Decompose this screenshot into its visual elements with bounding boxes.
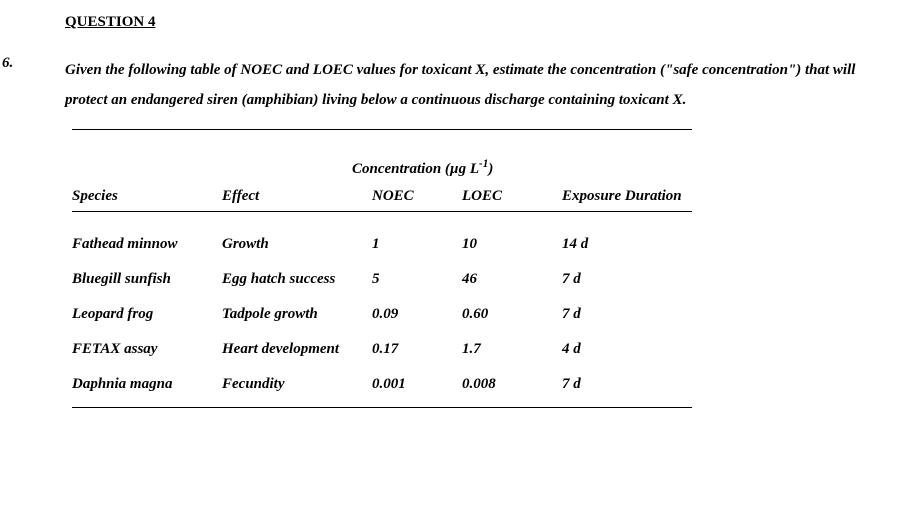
concentration-header: Concentration (µg L-1) [352, 158, 692, 178]
table-rule-bottom [72, 407, 692, 408]
item-row: 6. Given the following table of NOEC and… [0, 55, 886, 115]
data-table: Concentration (µg L-1) Species Effect NO… [72, 129, 692, 408]
cell-loec: 10 [462, 236, 562, 253]
table-rule-top [72, 129, 692, 130]
col-noec: NOEC [372, 188, 462, 205]
cell-noec: 1 [372, 236, 462, 253]
question-label: QUESTION 4 [65, 14, 886, 31]
table-body: Fathead minnow Growth 1 10 14 d Bluegill… [72, 236, 692, 393]
cell-species: Leopard frog [72, 306, 222, 323]
cell-effect: Heart development [222, 341, 372, 358]
cell-species: Fathead minnow [72, 236, 222, 253]
cell-loec: 46 [462, 271, 562, 288]
table-row: Bluegill sunfish Egg hatch success 5 46 … [72, 271, 692, 288]
cell-loec: 0.60 [462, 306, 562, 323]
cell-noec: 0.17 [372, 341, 462, 358]
cell-noec: 0.001 [372, 376, 462, 393]
table-row: Daphnia magna Fecundity 0.001 0.008 7 d [72, 376, 692, 393]
cell-duration: 4 d [562, 341, 692, 358]
cell-noec: 5 [372, 271, 462, 288]
cell-species: FETAX assay [72, 341, 222, 358]
table-row: Leopard frog Tadpole growth 0.09 0.60 7 … [72, 306, 692, 323]
page: QUESTION 4 6. Given the following table … [0, 0, 906, 418]
col-loec: LOEC [462, 188, 562, 205]
cell-species: Bluegill sunfish [72, 271, 222, 288]
cell-duration: 7 d [562, 376, 692, 393]
col-effect: Effect [222, 188, 372, 205]
cell-effect: Egg hatch success [222, 271, 372, 288]
cell-effect: Growth [222, 236, 372, 253]
cell-duration: 14 d [562, 236, 692, 253]
conc-header-prefix: Concentration (µg L [352, 161, 479, 177]
cell-effect: Tadpole growth [222, 306, 372, 323]
question-prompt: Given the following table of NOEC and LO… [30, 55, 865, 115]
cell-loec: 0.008 [462, 376, 562, 393]
conc-header-suffix: ) [488, 161, 493, 177]
conc-header-exp: -1 [479, 158, 488, 170]
table-rule-mid [72, 211, 692, 212]
table-header-row: Species Effect NOEC LOEC Exposure Durati… [72, 188, 692, 205]
table-row: Fathead minnow Growth 1 10 14 d [72, 236, 692, 253]
cell-duration: 7 d [562, 271, 692, 288]
cell-effect: Fecundity [222, 376, 372, 393]
item-number: 6. [0, 55, 30, 115]
cell-noec: 0.09 [372, 306, 462, 323]
cell-species: Daphnia magna [72, 376, 222, 393]
table-row: FETAX assay Heart development 0.17 1.7 4… [72, 341, 692, 358]
col-species: Species [72, 188, 222, 205]
col-duration: Exposure Duration [562, 188, 692, 205]
cell-loec: 1.7 [462, 341, 562, 358]
cell-duration: 7 d [562, 306, 692, 323]
